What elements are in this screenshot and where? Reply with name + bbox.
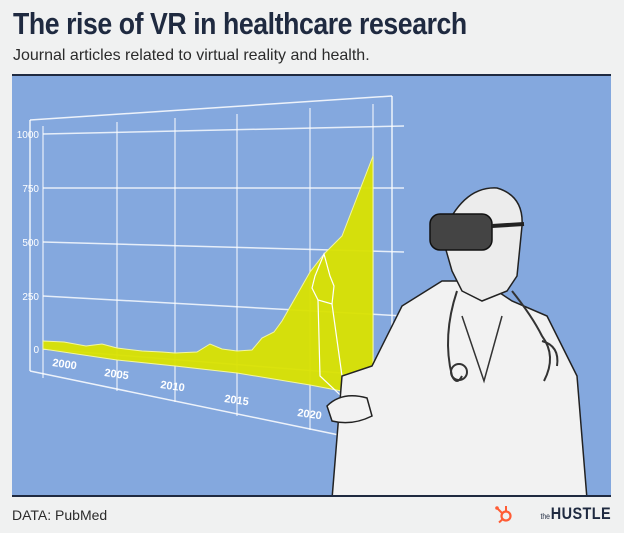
vr-headset-icon <box>429 213 493 251</box>
x-tick: 2005 <box>104 367 130 382</box>
hubspot-sprocket-icon <box>495 506 512 524</box>
chart-subtitle: Journal articles related to virtual real… <box>13 47 370 64</box>
data-source: DATA: PubMed <box>12 507 108 523</box>
y-axis-labels: 1000 750 500 250 0 <box>17 130 40 356</box>
brand-name: theHUSTLE <box>540 504 611 524</box>
x-tick: 2020 <box>297 407 323 422</box>
y-tick: 250 <box>22 292 39 303</box>
x-tick: 2010 <box>160 379 186 394</box>
y-tick: 0 <box>33 345 39 356</box>
brand-logo: theHUSTLE <box>494 504 611 524</box>
y-tick: 750 <box>22 184 39 195</box>
x-tick: 2015 <box>224 393 250 408</box>
y-tick: 1000 <box>17 130 40 141</box>
doctor-illustration <box>326 187 588 495</box>
brand-prefix: the <box>540 512 550 521</box>
area-series <box>42 155 374 398</box>
brand-wordmark: HUSTLE <box>550 504 611 523</box>
chart-panel: 1000 750 500 250 0 2000 2005 2010 2015 2… <box>12 74 611 497</box>
chart-title: The rise of VR in healthcare research <box>13 6 467 41</box>
x-tick: 2000 <box>52 357 78 372</box>
chart-svg: 1000 750 500 250 0 2000 2005 2010 2015 2… <box>17 95 588 495</box>
x-axis-labels: 2000 2005 2010 2015 2020 <box>52 357 323 422</box>
y-tick: 500 <box>22 238 39 249</box>
